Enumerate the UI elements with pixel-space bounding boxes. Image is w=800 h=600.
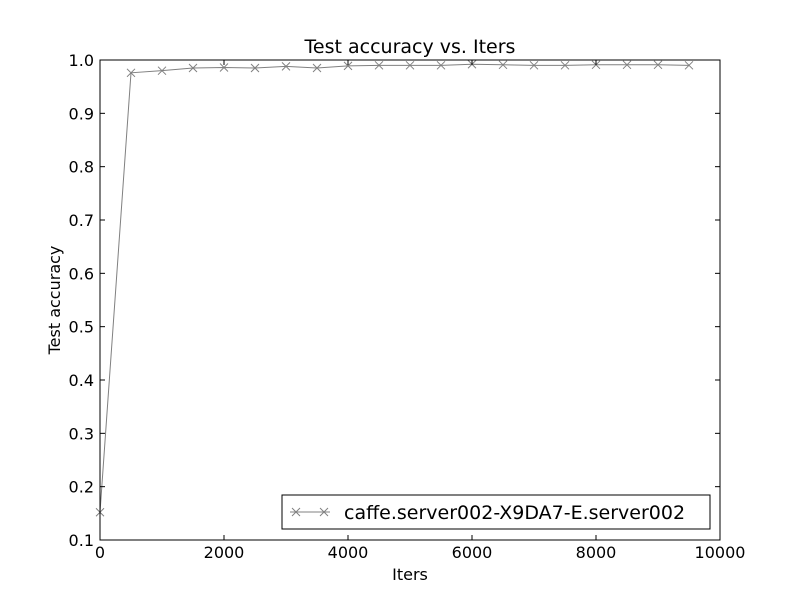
- marker-stroke: [219, 63, 229, 72]
- x-tick-label: 6000: [452, 543, 493, 562]
- marker-stroke: [653, 60, 663, 70]
- marker-stroke: [250, 63, 260, 73]
- data-point: [281, 62, 291, 71]
- y-tick-label: 0.3: [69, 424, 94, 443]
- y-tick-label: 0.8: [69, 158, 94, 177]
- data-point: [498, 60, 508, 70]
- data-point: [622, 60, 632, 70]
- legend-marker: [319, 507, 329, 517]
- data-point: [529, 60, 539, 70]
- y-tick-label: 0.1: [69, 531, 94, 550]
- x-tick-label: 2000: [204, 543, 245, 562]
- marker-stroke: [157, 66, 167, 76]
- marker-stroke: [622, 60, 632, 70]
- plot-frame: [99, 59, 721, 541]
- legend-marker: [291, 507, 301, 517]
- y-tick-label: 0.7: [69, 211, 94, 230]
- y-tick-label: 0.9: [69, 104, 94, 123]
- marker-stroke: [498, 60, 508, 70]
- x-tick-label: 4000: [328, 543, 369, 562]
- marker-stroke: [529, 60, 539, 70]
- marker-stroke: [560, 60, 570, 70]
- data-point: [157, 66, 167, 76]
- data-point: [653, 60, 663, 70]
- series-line: [99, 63, 690, 513]
- marker-stroke: [281, 62, 291, 71]
- marker-stroke: [188, 63, 198, 73]
- y-tick-label: 0.2: [69, 478, 94, 497]
- marker-stroke: [374, 60, 384, 70]
- data-point: [126, 68, 136, 78]
- x-tick-label: 0: [95, 543, 105, 562]
- marker-stroke: [436, 60, 446, 70]
- legend-entry-label: caffe.server002-X9DA7-E.server002: [344, 502, 685, 524]
- y-tick-label: 1.0: [69, 51, 94, 70]
- marker-stroke: [405, 60, 415, 70]
- chart-title: Test accuracy vs. Iters: [304, 36, 516, 58]
- x-tick-label: 10000: [695, 543, 746, 562]
- y-tick-label: 0.5: [69, 318, 94, 337]
- marker-stroke: [684, 60, 694, 70]
- data-point: [188, 63, 198, 73]
- data-point: [250, 63, 260, 73]
- marker-stroke: [319, 507, 329, 517]
- plot-area: [95, 59, 694, 517]
- y-tick-label: 0.4: [69, 371, 94, 390]
- x-axis-label: Iters: [392, 565, 428, 584]
- axis-ticks: 0 2000 4000 6000 8000 10000 0.1 0.2 0.3 0.4 0.5 0.6…: [69, 51, 746, 562]
- data-point: [312, 63, 322, 73]
- legend-markers: [291, 507, 329, 517]
- legend: caffe.server002-X9DA7-E.server002: [281, 494, 711, 530]
- data-point: [343, 61, 353, 71]
- y-tick-label: 0.6: [69, 264, 94, 283]
- marker-stroke: [312, 63, 322, 73]
- y-axis-label: Test accuracy: [45, 246, 64, 356]
- data-point: [684, 60, 694, 70]
- data-point: [405, 60, 415, 70]
- data-point: [219, 63, 229, 72]
- x-tick-label: 8000: [576, 543, 617, 562]
- legend-box: [281, 494, 711, 530]
- data-point: [374, 60, 384, 70]
- marker-stroke: [291, 507, 301, 517]
- data-point: [436, 60, 446, 70]
- data-point: [560, 60, 570, 70]
- marker-stroke: [343, 61, 353, 71]
- marker-stroke: [126, 68, 136, 78]
